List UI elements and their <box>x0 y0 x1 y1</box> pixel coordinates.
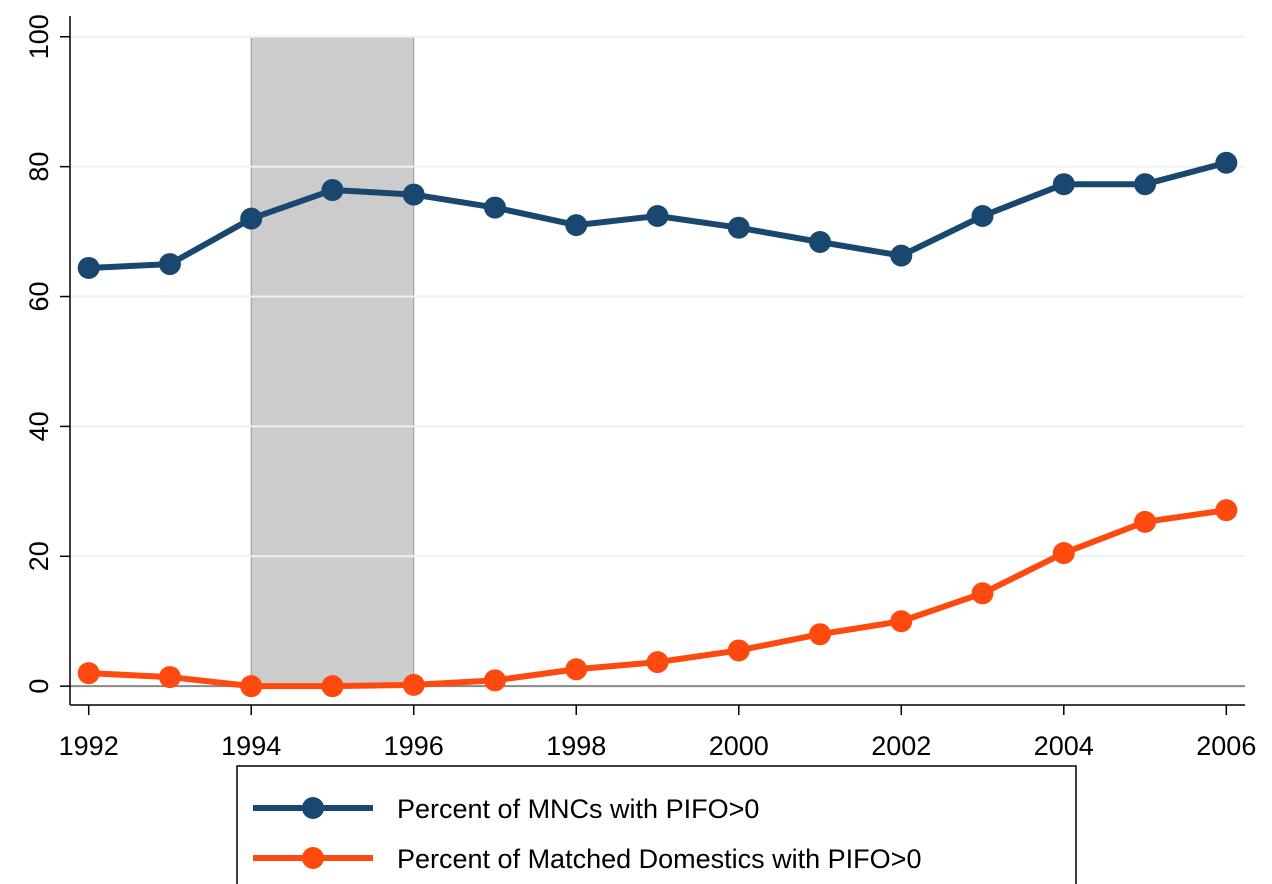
y-tick-label: 40 <box>24 411 54 441</box>
point <box>483 669 506 692</box>
x-tick-label: 1996 <box>384 731 444 761</box>
point <box>890 610 913 633</box>
point <box>727 639 750 662</box>
shaded-region <box>250 36 415 687</box>
y-tick-label: 0 <box>24 679 54 694</box>
y-tick-label: 100 <box>24 14 54 59</box>
x-tick-label: 2006 <box>1196 731 1256 761</box>
point <box>646 205 669 228</box>
y-tick-label: 60 <box>24 282 54 312</box>
point <box>158 666 181 689</box>
x-tick-label: 2000 <box>709 731 769 761</box>
point <box>1134 510 1157 533</box>
point <box>240 207 263 230</box>
y-tick-label: 20 <box>24 541 54 571</box>
point <box>77 662 100 685</box>
point <box>321 675 344 698</box>
point <box>646 651 669 674</box>
point <box>1052 173 1075 196</box>
x-tick-label: 2002 <box>871 731 931 761</box>
legend-marker <box>302 797 324 819</box>
point <box>971 582 994 605</box>
legend-label: Percent of Matched Domestics with PIFO>0 <box>397 844 921 874</box>
point <box>1134 173 1157 196</box>
point <box>809 230 832 253</box>
point <box>402 183 425 206</box>
point <box>727 216 750 239</box>
legend-marker <box>302 847 324 869</box>
x-tick-label: 1992 <box>59 731 119 761</box>
point <box>890 244 913 267</box>
point <box>1215 151 1238 174</box>
point <box>402 673 425 696</box>
x-tick-label: 1998 <box>546 731 606 761</box>
y-tick-label: 80 <box>24 152 54 182</box>
x-tick-label: 1994 <box>221 731 281 761</box>
point <box>321 179 344 202</box>
point <box>240 675 263 698</box>
x-tick-label: 2004 <box>1034 731 1094 761</box>
point <box>483 196 506 219</box>
point <box>1215 499 1238 522</box>
legend-label: Percent of MNCs with PIFO>0 <box>397 794 759 824</box>
legend-box <box>236 765 1077 884</box>
point <box>77 256 100 279</box>
point <box>158 253 181 276</box>
point <box>565 214 588 237</box>
point <box>565 658 588 681</box>
point <box>1052 542 1075 565</box>
point <box>809 623 832 646</box>
point <box>971 205 994 228</box>
